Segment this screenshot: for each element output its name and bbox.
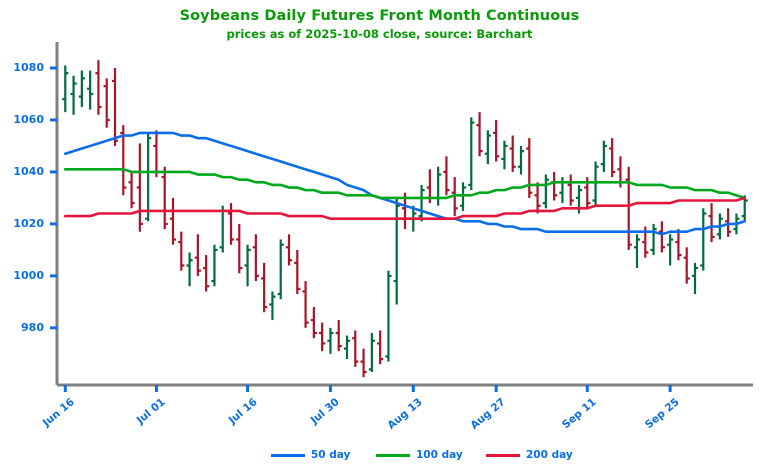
ohlc-bar [161,166,168,230]
ohlc-bar [468,117,475,191]
ohlc-bar [261,262,268,313]
ohlc-bar [227,203,235,245]
ohlc-bar [476,112,483,157]
ohlc-bars [62,60,748,378]
ohlc-bar [252,234,259,282]
ohlc-bar [111,67,119,146]
ohlc-bar [517,145,525,175]
ohlc-bar [667,234,674,266]
legend-label-1: 100 day [416,449,463,461]
y-tick-label: 1020 [13,216,44,230]
ohlc-bar [219,205,226,253]
ohlc-bar [186,252,193,287]
ohlc-bar [128,171,135,209]
ohlc-bar [87,70,94,110]
ohlc-bar [302,281,309,328]
legend-swatch-0 [271,454,305,457]
ohlc-bar [103,78,110,128]
ohlc-bar [211,244,218,287]
ohlc-bar [691,262,699,295]
ohlc-bar [310,307,317,339]
ohlc-bar [534,182,541,214]
y-tick-label: 980 [21,320,44,334]
ohlc-bar [194,234,201,276]
ohlc-bar [70,75,77,115]
ohlc-bar [368,333,375,373]
ohlc-bar [658,221,665,253]
y-tick-marks [50,66,57,330]
chart-subtitle: prices as of 2025-10-08 close, source: B… [226,27,533,41]
ohlc-bar [741,195,748,222]
ohlc-bar [633,234,641,269]
ohlc-bar [178,231,185,271]
ohlc-bar [501,140,508,170]
y-tick-label: 1040 [13,164,44,178]
ohlc-bar [567,174,574,206]
ohlc-bar [675,229,682,261]
ohlc-bar [650,223,657,256]
ohlc-bar [78,70,85,107]
ohlc-bar [95,60,102,115]
ohlc-bar [443,156,450,196]
ohlc-bar [609,138,616,178]
moving-average-lines [63,131,747,236]
ohlc-bar [244,244,251,287]
ohlc-bar [484,130,491,165]
ohlc-bar [145,132,152,222]
ohlc-bar [236,223,243,274]
ohlc-bar [343,335,351,360]
chart-title: Soybeans Daily Futures Front Month Conti… [179,8,580,24]
ohlc-bar [683,247,690,284]
ohlc-bar [509,135,516,172]
ohlc-bar [385,270,392,362]
ohlc-bar [625,166,632,250]
legend-swatch-2 [486,454,520,457]
legend-label-0: 50 day [311,449,351,461]
ohlc-bar [352,330,359,367]
ohlc-bar [62,65,69,113]
ohlc-bar [377,330,384,365]
ohlc-bar [493,119,500,162]
ohlc-bar [708,203,715,243]
ohlc-bar [319,322,326,352]
ma-line-100-day [63,168,747,200]
legend-swatch-1 [376,454,410,457]
ohlc-bar [153,130,160,178]
y-tick-label: 1060 [13,112,44,126]
ohlc-bar [269,291,276,321]
ohlc-bar [277,239,284,300]
y-tick-label: 1080 [13,60,44,74]
ma-line-200-day [63,196,747,220]
ohlc-bar [285,234,293,266]
ohlc-bar [526,138,533,198]
ohlc-bar [551,171,558,201]
y-tick-label: 1000 [13,268,44,282]
legend-label-2: 200 day [526,449,573,461]
ohlc-bar [393,197,400,305]
ma-line-50-day [63,131,747,236]
ohlc-bar [136,143,143,232]
ohlc-bar [542,174,549,209]
ohlc-bar [203,255,210,292]
ohlc-bar [700,208,707,271]
ohlc-bar [327,327,334,354]
ohlc-bar [294,249,301,295]
ohlc-bar [418,184,425,222]
ohlc-bar [600,140,607,172]
x-tick-marks [63,385,672,392]
ohlc-bar [335,320,342,352]
ohlc-bar [360,348,367,378]
ohlc-bar [169,197,177,245]
ohlc-bar [435,166,442,206]
